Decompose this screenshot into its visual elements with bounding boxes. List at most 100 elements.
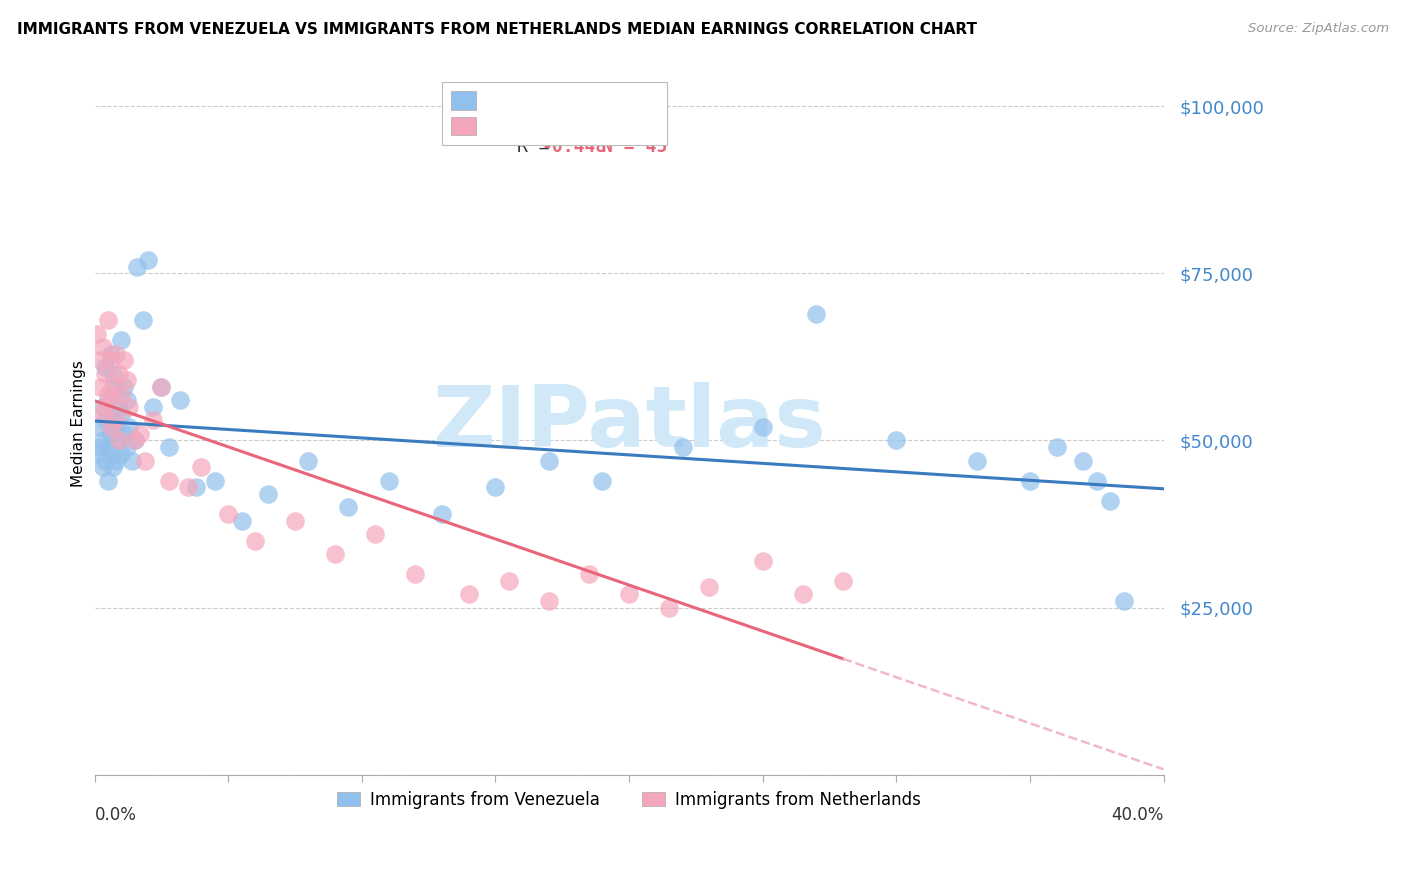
Point (103, 380, 125, 394)
Point (377, 474, 399, 488)
Text: R =: R = (517, 110, 561, 128)
Point (697, 581, 720, 595)
Point (243, 533, 266, 548)
Point (89, 353, 111, 368)
Point (104, 453, 127, 467)
Point (284, 514, 307, 528)
Point (832, 574, 855, 588)
Point (100, 426, 122, 441)
Point (107, 400, 129, 414)
Point (91, 340, 114, 354)
Point (100, 420, 122, 434)
Point (100, 346, 122, 360)
Point (94, 400, 117, 414)
Point (112, 380, 135, 394)
Point (134, 453, 156, 467)
Text: IMMIGRANTS FROM VENEZUELA VS IMMIGRANTS FROM NETHERLANDS MEDIAN EARNINGS CORRELA: IMMIGRANTS FROM VENEZUELA VS IMMIGRANTS … (17, 22, 977, 37)
Legend: Immigrants from Venezuela, Immigrants from Netherlands: Immigrants from Venezuela, Immigrants fr… (330, 784, 928, 815)
Point (86, 326, 108, 341)
Point (617, 587, 640, 601)
Point (91, 460, 114, 475)
Point (94, 453, 117, 467)
Point (127, 260, 149, 274)
Point (157, 440, 180, 454)
Text: 40.0%: 40.0% (1111, 806, 1164, 824)
Text: 0.024: 0.024 (548, 110, 602, 128)
Point (1112, 594, 1135, 608)
Point (484, 480, 506, 494)
Point (1099, 493, 1122, 508)
Point (89, 420, 111, 434)
Point (86, 447, 108, 461)
Text: -0.448: -0.448 (541, 137, 606, 155)
Point (537, 453, 560, 467)
Point (103, 413, 125, 427)
Text: R =: R = (517, 137, 561, 155)
Point (103, 367, 125, 381)
Point (110, 407, 132, 421)
Point (204, 474, 226, 488)
Point (104, 380, 127, 394)
Point (94, 367, 117, 381)
Point (112, 353, 135, 368)
Point (131, 313, 153, 327)
Point (97, 474, 120, 488)
Point (115, 440, 138, 454)
Point (751, 554, 773, 568)
Point (91, 400, 114, 414)
Point (537, 594, 560, 608)
Point (498, 574, 520, 588)
Point (112, 426, 135, 441)
Point (1019, 474, 1042, 488)
Point (217, 507, 239, 521)
Point (100, 447, 122, 461)
Point (104, 346, 127, 360)
Point (457, 587, 479, 601)
Point (578, 567, 600, 582)
Point (91, 434, 114, 448)
Point (124, 434, 146, 448)
Point (157, 474, 180, 488)
Text: ZIPatlas: ZIPatlas (432, 383, 825, 466)
Point (118, 420, 141, 434)
Point (404, 567, 426, 582)
Point (97, 313, 120, 327)
Text: N = 62: N = 62 (602, 110, 668, 128)
Point (103, 460, 125, 475)
Point (184, 480, 207, 494)
Point (103, 393, 125, 408)
Point (115, 373, 138, 387)
Point (104, 413, 127, 427)
Point (297, 453, 319, 467)
Point (430, 507, 453, 521)
Point (337, 500, 360, 515)
Point (150, 380, 173, 394)
Point (966, 453, 988, 467)
Point (97, 386, 120, 401)
Point (129, 426, 152, 441)
Text: Source: ZipAtlas.com: Source: ZipAtlas.com (1249, 22, 1389, 36)
Point (169, 393, 191, 408)
Point (190, 460, 212, 475)
Point (100, 353, 122, 368)
Text: N = 45: N = 45 (602, 137, 668, 155)
Point (104, 420, 127, 434)
Point (110, 333, 132, 347)
Point (142, 400, 165, 414)
Point (177, 480, 200, 494)
Point (110, 447, 132, 461)
Point (1046, 440, 1069, 454)
Point (136, 253, 159, 268)
Point (364, 527, 387, 541)
Point (671, 440, 693, 454)
Point (886, 434, 908, 448)
Point (804, 306, 827, 320)
Point (94, 359, 117, 374)
Point (751, 420, 773, 434)
Point (115, 393, 138, 408)
Point (792, 587, 814, 601)
Point (94, 413, 117, 427)
Point (89, 380, 111, 394)
Point (97, 393, 120, 408)
Point (107, 434, 129, 448)
